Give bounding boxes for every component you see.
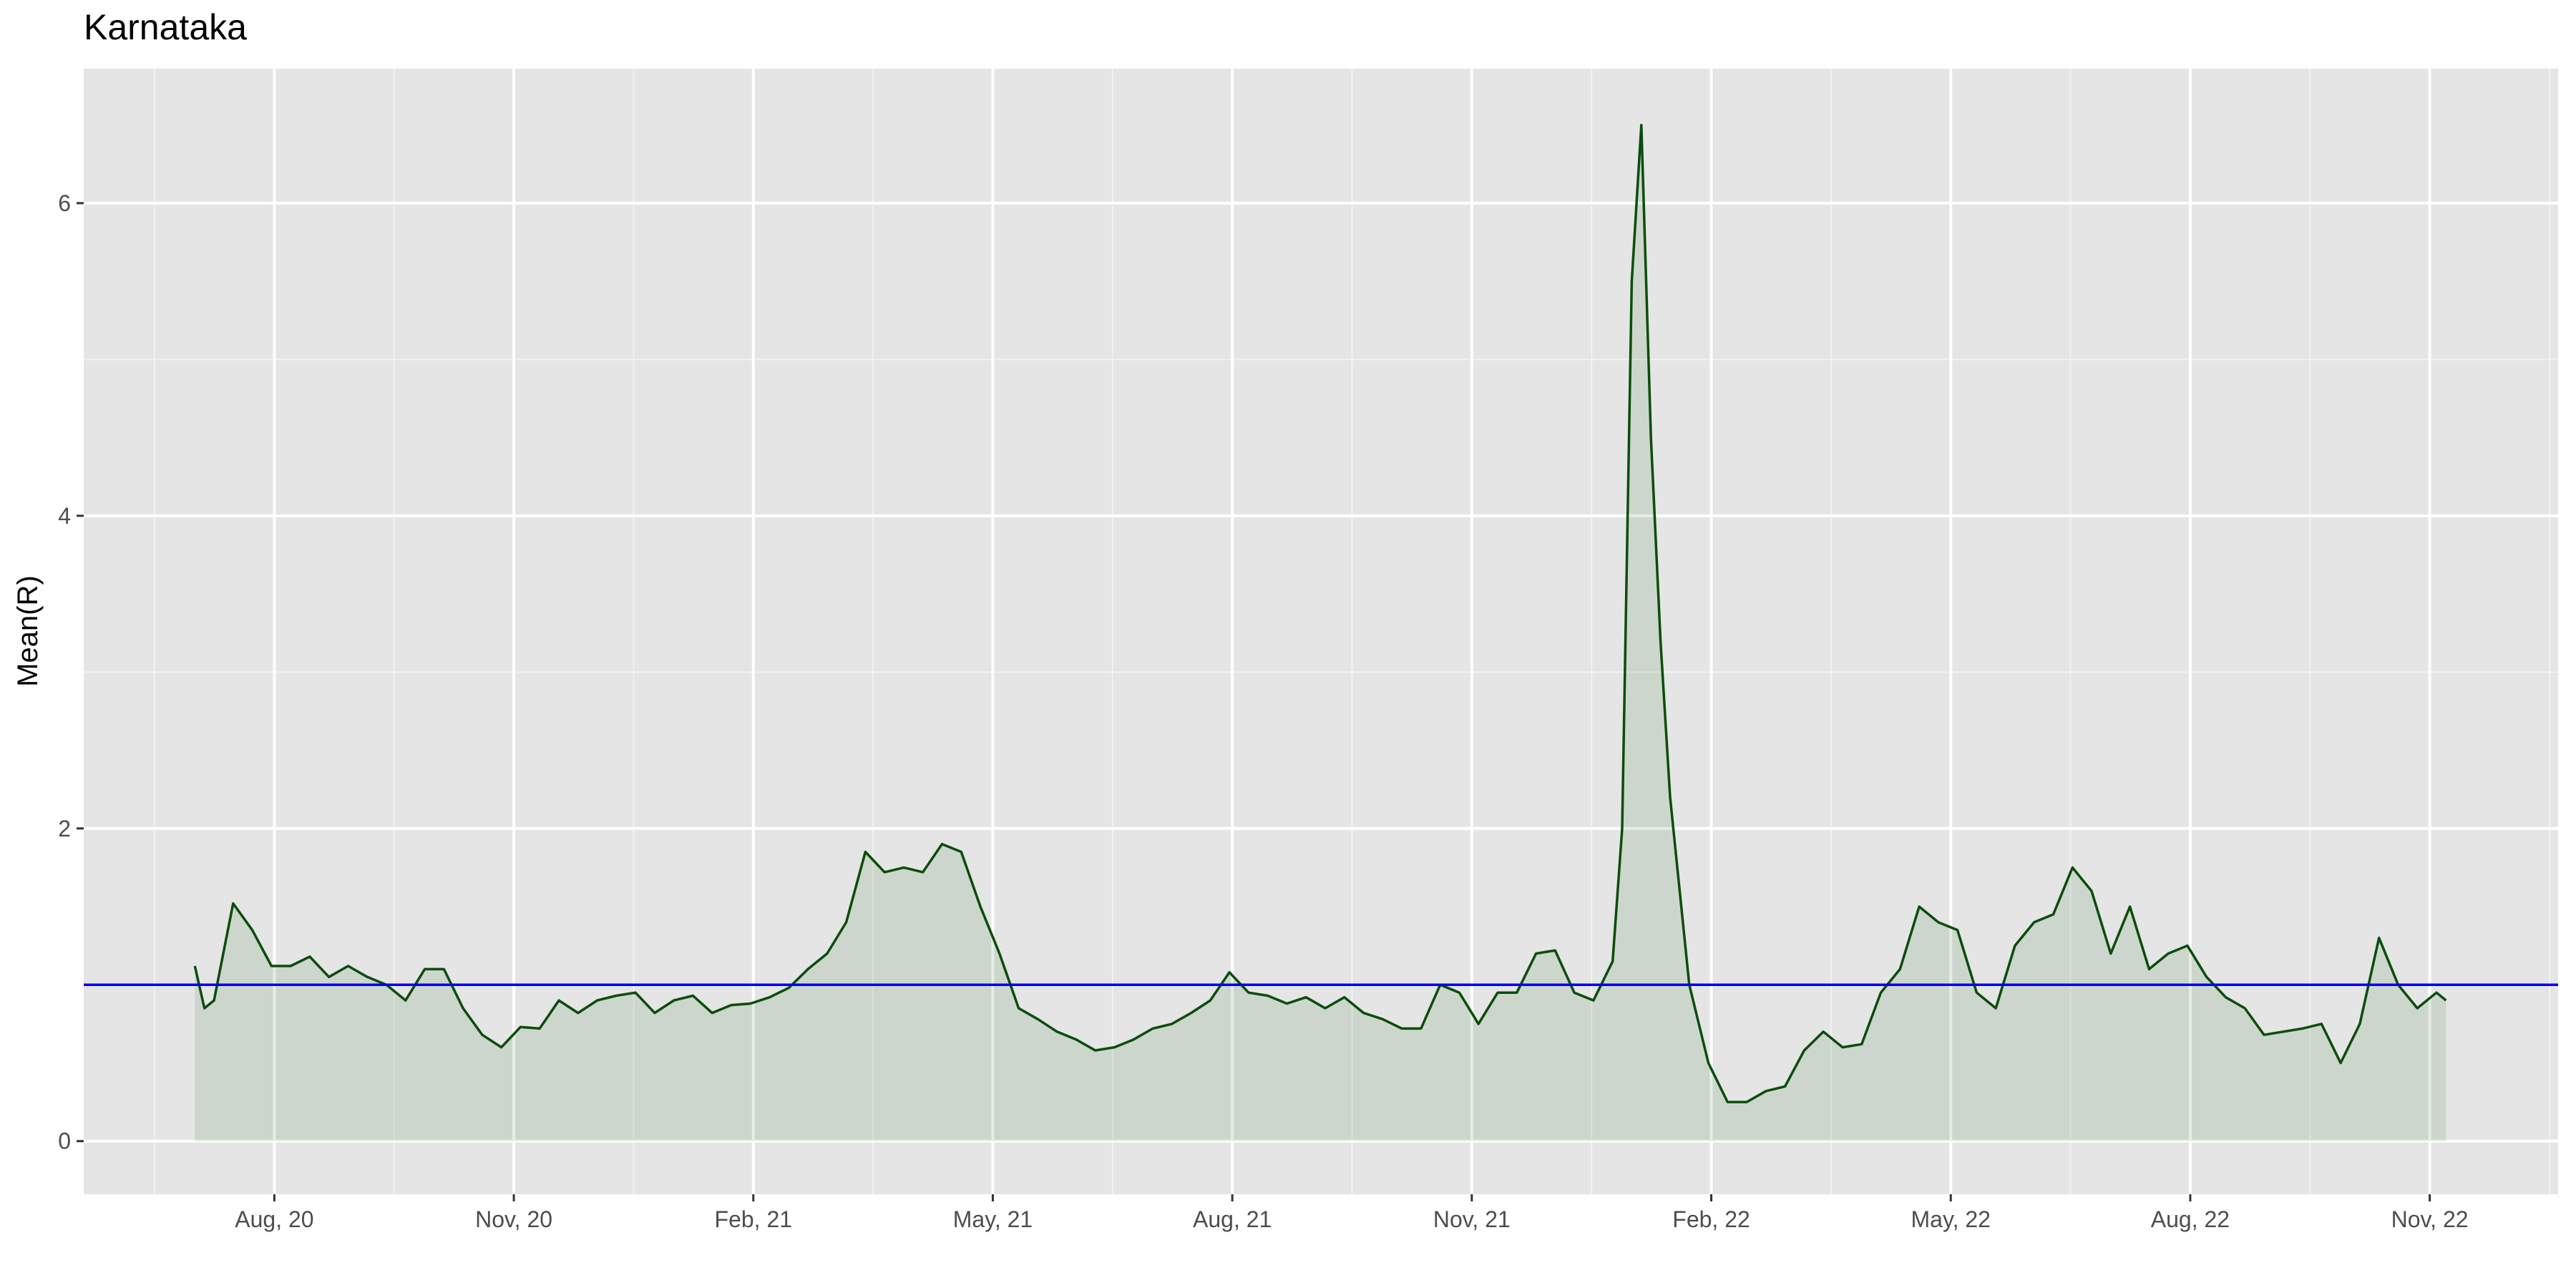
y-tick-label: 4: [58, 503, 71, 529]
chart-title: Karnataka: [84, 7, 247, 47]
x-tick-label: Nov, 21: [1433, 1206, 1511, 1232]
x-tick-label: Feb, 21: [715, 1206, 793, 1232]
y-tick-label: 6: [58, 190, 71, 216]
area: [195, 125, 2446, 1141]
x-tick-label: Nov, 20: [475, 1206, 552, 1232]
x-tick-label: Feb, 22: [1672, 1206, 1750, 1232]
y-tick-label: 0: [58, 1128, 71, 1154]
x-tick-label: Aug, 20: [235, 1206, 313, 1232]
x-tick-label: May, 22: [1911, 1206, 1991, 1232]
x-tick-label: May, 21: [953, 1206, 1033, 1232]
x-tick-label: Aug, 22: [2151, 1206, 2230, 1232]
y-axis-label: Mean(R): [12, 575, 44, 687]
x-tick-label: Aug, 21: [1193, 1206, 1272, 1232]
x-tick-label: Nov, 22: [2391, 1206, 2469, 1232]
y-tick-label: 2: [58, 816, 71, 841]
line: [193, 123, 2447, 1103]
